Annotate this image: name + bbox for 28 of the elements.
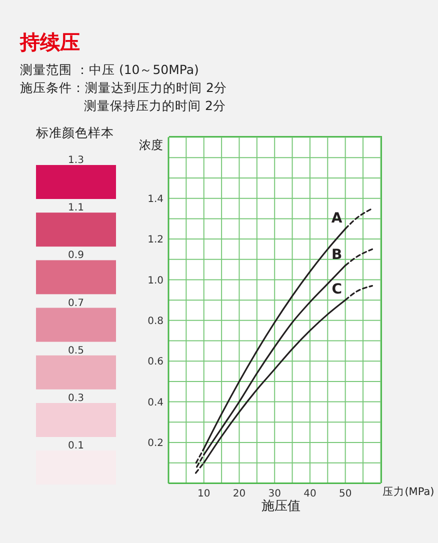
chart-subtitle: 测量范围 ：中压 (10～50MPa) 施压条件：测量达到压力的时间 2分	[20, 62, 227, 95]
data-label: 0.1	[68, 440, 84, 452]
x-tick-label: 20	[232, 488, 246, 500]
data-label: 0.9	[68, 250, 84, 262]
y-tick-label: 0.6	[148, 356, 164, 368]
y-tick-label: 0.8	[148, 316, 164, 327]
x-axis-title: 施压值	[262, 499, 300, 514]
x-tick-label: 10	[198, 488, 210, 500]
chart-title: 持续压	[20, 30, 80, 54]
y-tick-label: 1.4	[148, 194, 164, 205]
text: 测量保持压力的时间 2分	[84, 98, 226, 113]
series-label: C	[332, 282, 342, 298]
x-tick-label: 30	[268, 488, 281, 500]
data-label: 0.3	[68, 393, 84, 404]
y-tick-label: 0.4	[148, 397, 164, 408]
y-tick-label: 0.2	[148, 438, 164, 450]
x-tick-label: 40	[304, 488, 316, 500]
data-label: 1.1	[68, 202, 84, 214]
data-label: 0.7	[68, 298, 84, 309]
data-label: 0.5	[68, 345, 84, 356]
x-tick-label: 50	[338, 488, 352, 500]
y-axis-title: 浓度	[139, 138, 163, 152]
text: 压力(MPa)	[382, 486, 434, 498]
data-label: 1.3	[68, 155, 84, 166]
series-label: B	[331, 246, 342, 263]
y-tick-label: 1.0	[148, 275, 164, 286]
y-tick-label: 1.2	[148, 234, 164, 246]
text: 标准颜色样本	[36, 125, 114, 140]
